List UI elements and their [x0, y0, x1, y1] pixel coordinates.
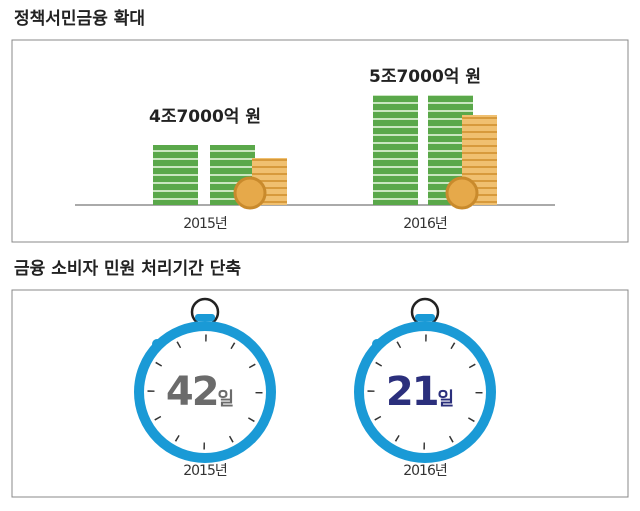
dial-ticks [147, 334, 263, 450]
duration-number: 21 [386, 369, 438, 415]
stopwatch: 21일 [354, 297, 496, 463]
dial-ring [354, 321, 496, 463]
section-title: 금융 소비자 민원 처리기간 단축 [14, 259, 241, 279]
coin [445, 176, 479, 210]
section-title: 정책서민금융 확대 [14, 9, 145, 29]
coin [233, 176, 267, 210]
duration: 42일 [166, 369, 234, 415]
year-label: 2016년 [403, 463, 447, 479]
money-stack [153, 145, 287, 210]
year-label: 2015년 [183, 216, 227, 232]
duration-number: 42 [166, 369, 218, 415]
panel [11, 289, 629, 498]
duration: 21일 [386, 369, 454, 415]
amount-label: 4조7000억 원 [149, 107, 261, 127]
crown-cap [415, 314, 435, 321]
duration-unit: 일 [218, 389, 235, 410]
year-label: 2015년 [183, 463, 227, 479]
bill-column [153, 145, 198, 205]
stopwatch: 42일 [134, 297, 276, 463]
panel [11, 39, 629, 243]
year-label: 2016년 [403, 216, 447, 232]
crown-cap [195, 314, 215, 321]
money-stack [373, 95, 497, 210]
dial-ring [134, 321, 276, 463]
bill-column [373, 95, 418, 205]
duration-unit: 일 [438, 389, 455, 410]
dial-ticks [367, 334, 483, 450]
amount-label: 5조7000억 원 [369, 67, 481, 87]
